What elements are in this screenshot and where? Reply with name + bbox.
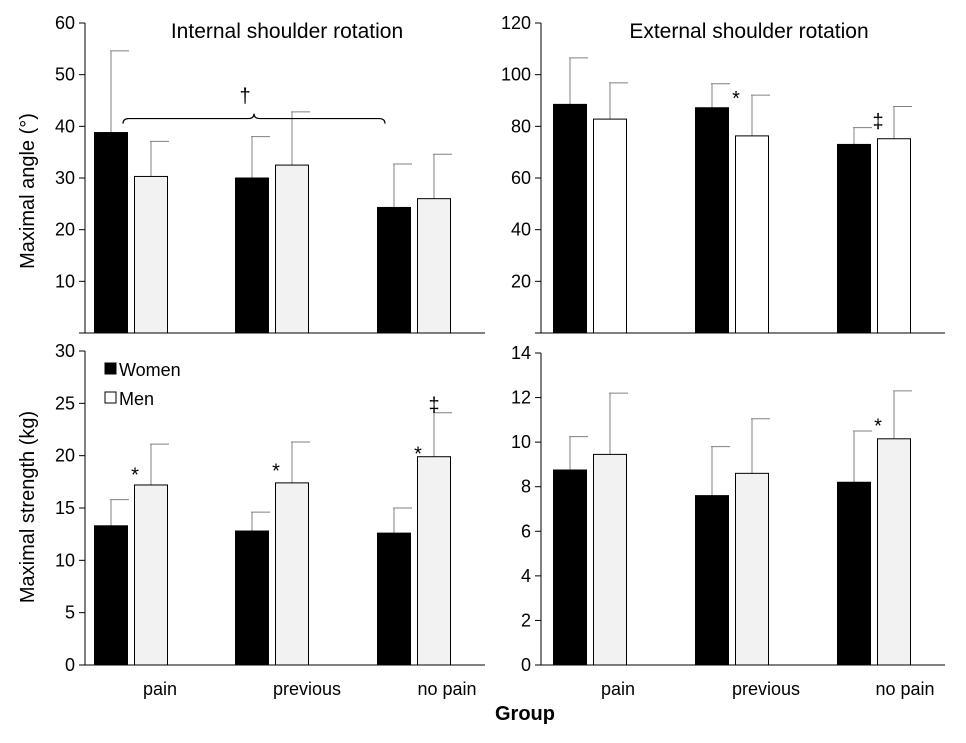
y-tick-label-internal-angle: 10 [55,271,75,291]
annotation-double-dagger: ‡ [872,111,883,133]
panel-internal-angle: 10 20 30 40 50 60 † [55,13,485,334]
y-tick-label-internal-strength: 25 [55,393,75,413]
y-tick-label-internal-angle: 50 [55,65,75,85]
bar-external-strength-men [593,453,627,666]
y-tick-label-internal-strength: 5 [65,603,75,623]
xcat-left-previous: previous [273,679,341,699]
annotation-asterisk: * [732,88,740,110]
bar-internal-strength-women [94,525,128,666]
xcat-left-pain: pain [143,679,177,699]
y-tick-label-external-strength: 10 [511,432,531,452]
panel-external-angle: 20 40 60 80 100 120 * ‡ [501,13,945,334]
y-tick-label-external-angle: 100 [501,65,531,85]
panel-internal-strength: 0 5 10 15 20 25 30 * * * ‡ [55,341,485,675]
bar-internal-angle-women [94,132,128,334]
bar-external-angle-men [735,135,769,334]
annotation-asterisk: * [131,465,139,487]
legend: Women Men [104,360,181,409]
xcat-right-previous: previous [732,679,800,699]
annotation-dagger: † [239,86,250,108]
bar-internal-strength-men [134,484,168,666]
y-tick-label-internal-angle: 30 [55,168,75,188]
brace-internal-angle [122,113,386,124]
y-tick-label-external-angle: 20 [511,271,531,291]
y-tick-label-external-strength: 0 [521,655,531,675]
bar-external-angle-men [877,138,911,334]
plot-area: 102030405060†20406080100120*‡05101520253… [55,13,945,675]
bar-internal-strength-men [275,482,309,666]
bar-internal-angle-women [235,177,269,334]
y-tick-label-internal-strength: 20 [55,446,75,466]
annotation-asterisk: * [414,444,422,466]
annotation-asterisk: * [272,460,280,482]
bar-external-strength-women [837,481,871,666]
y-tick-label-internal-angle: 20 [55,220,75,240]
legend-swatch-men [104,391,117,404]
y-tick-label-external-strength: 12 [511,388,531,408]
bar-internal-strength-women [377,532,411,666]
y-tick-label-internal-angle: 60 [55,13,75,33]
bar-external-strength-men [877,438,911,666]
bar-external-strength-women [695,495,729,666]
legend-label-women: Women [119,360,181,380]
xcat-left-no-pain: no pain [417,679,476,699]
bar-internal-angle-men [134,175,168,334]
panel-title-internal-rotation: Internal shoulder rotation [171,20,403,43]
legend-label-men: Men [119,389,154,409]
y-tick-label-external-strength: 6 [521,521,531,541]
bar-external-angle-men [593,118,627,334]
bar-external-angle-women [837,143,871,334]
bar-internal-angle-women [377,206,411,334]
y-tick-label-internal-strength: 0 [65,655,75,675]
y-tick-label-external-angle: 60 [511,168,531,188]
ylabel-maximal-strength: Maximal strength (kg) [17,411,39,603]
ylabel-maximal-angle: Maximal angle (°) [17,113,39,269]
y-tick-label-external-strength: 14 [511,343,531,363]
annotation-asterisk: * [874,415,882,437]
bar-internal-angle-men [275,164,309,334]
y-tick-label-external-angle: 120 [501,13,531,33]
bar-external-angle-women [553,103,587,334]
xcat-right-pain: pain [601,679,635,699]
bar-external-angle-women [695,107,729,334]
y-tick-label-internal-strength: 30 [55,341,75,361]
y-tick-label-external-strength: 2 [521,610,531,630]
y-tick-label-external-strength: 8 [521,477,531,497]
bar-internal-strength-men [417,456,451,666]
panel-title-external-rotation: External shoulder rotation [629,20,868,43]
y-tick-label-external-strength: 4 [521,566,531,586]
y-tick-label-external-angle: 80 [511,116,531,136]
bar-internal-strength-women [235,530,269,666]
xlabel-group: Group [495,703,555,725]
y-tick-label-external-angle: 40 [511,220,531,240]
bar-internal-angle-men [417,198,451,334]
y-tick-label-internal-angle: 40 [55,116,75,136]
panel-external-strength: 0 2 4 6 8 10 12 14 * [511,343,945,675]
bar-external-strength-men [735,472,769,666]
legend-swatch-women [104,362,117,375]
y-tick-label-internal-strength: 10 [55,550,75,570]
xcat-right-no-pain: no pain [875,679,934,699]
bar-external-strength-women [553,469,587,666]
annotation-double-dagger: ‡ [428,394,439,416]
y-tick-label-internal-strength: 15 [55,498,75,518]
